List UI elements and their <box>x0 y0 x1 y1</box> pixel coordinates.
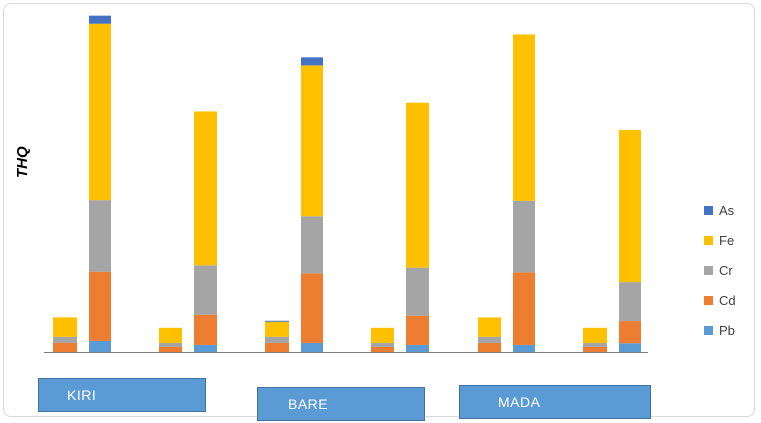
group-label-mada-text: MADA <box>498 394 541 410</box>
bar-segment-fe-1 <box>53 317 77 337</box>
bar-segment-pb-2 <box>89 340 111 352</box>
legend-item-as: As <box>704 195 736 225</box>
bar-segment-cr-1 <box>53 336 77 343</box>
bar-segment-cr-11 <box>583 342 607 347</box>
bar-segment-fe-12 <box>619 129 641 283</box>
bar-segment-cr-7 <box>371 342 394 347</box>
legend-label-cd: Cd <box>719 292 736 308</box>
bar-segment-cd-7 <box>371 346 394 352</box>
bar-segment-fe-2 <box>89 23 111 201</box>
legend-label-fe: Fe <box>719 232 735 248</box>
legend-swatch-as <box>704 205 713 215</box>
legend-swatch-fe <box>704 235 713 245</box>
legend: As Fe Cr Cd Pb <box>704 195 736 345</box>
bar-segment-cr-10 <box>513 200 535 273</box>
bar-segment-fe-9 <box>478 317 501 337</box>
bar-segment-cd-12 <box>619 321 641 344</box>
bar-segment-pb-10 <box>513 344 535 352</box>
bar-segment-as-5 <box>265 320 289 322</box>
bar-segment-fe-4 <box>194 111 217 266</box>
bar-segment-cd-5 <box>265 342 289 352</box>
legend-label-cr: Cr <box>719 262 733 278</box>
group-label-mada: MADA <box>459 385 651 419</box>
legend-swatch-pb <box>704 325 713 335</box>
legend-swatch-cd <box>704 295 713 305</box>
bar-segment-cd-3 <box>159 346 182 352</box>
y-axis-label: THQ <box>14 146 31 178</box>
bar-segment-cd-6 <box>301 273 323 343</box>
legend-label-as: As <box>719 202 735 218</box>
bar-segment-fe-7 <box>371 327 394 343</box>
bar-segment-cd-4 <box>194 314 217 345</box>
bar-segment-cd-10 <box>513 272 535 345</box>
bar-segment-fe-3 <box>159 327 182 343</box>
bar-segment-as-2 <box>89 15 111 24</box>
bar-segment-fe-6 <box>301 65 323 217</box>
bar-segment-fe-5 <box>265 321 289 337</box>
legend-item-fe: Fe <box>704 225 736 255</box>
bar-segment-fe-11 <box>583 327 607 343</box>
bar-segment-cr-2 <box>89 200 111 272</box>
bar-segment-cr-6 <box>301 216 323 274</box>
group-label-bare-text: BARE <box>288 396 329 412</box>
bar-segment-cr-3 <box>159 342 182 347</box>
bar-segment-fe-10 <box>513 34 535 201</box>
bar-segment-cd-11 <box>583 346 607 352</box>
group-label-kiri-text: KIRI <box>67 387 97 403</box>
legend-swatch-cr <box>704 265 713 275</box>
bar-segment-cd-1 <box>53 342 77 352</box>
bar-segment-pb-8 <box>406 344 429 352</box>
bar-segment-as-6 <box>301 57 323 66</box>
bar-segment-cr-9 <box>478 336 501 343</box>
legend-item-pb: Pb <box>704 315 736 345</box>
bar-segment-cr-12 <box>619 282 641 322</box>
legend-label-pb: Pb <box>719 322 735 338</box>
group-label-bare: BARE <box>257 387 425 421</box>
bar-segment-pb-4 <box>194 344 217 352</box>
group-label-kiri: KIRI <box>38 378 206 412</box>
bar-segment-cr-4 <box>194 265 217 315</box>
bar-segment-cr-8 <box>406 267 429 316</box>
bar-segment-cd-8 <box>406 315 429 345</box>
bar-segment-cd-9 <box>478 342 501 352</box>
bar-segment-cd-2 <box>89 271 111 341</box>
bar-segment-fe-8 <box>406 102 429 268</box>
bar-segment-pb-12 <box>619 343 641 352</box>
legend-item-cd: Cd <box>704 285 736 315</box>
bar-segment-cr-5 <box>265 336 289 343</box>
legend-item-cr: Cr <box>704 255 736 285</box>
bar-segment-pb-6 <box>301 342 323 352</box>
